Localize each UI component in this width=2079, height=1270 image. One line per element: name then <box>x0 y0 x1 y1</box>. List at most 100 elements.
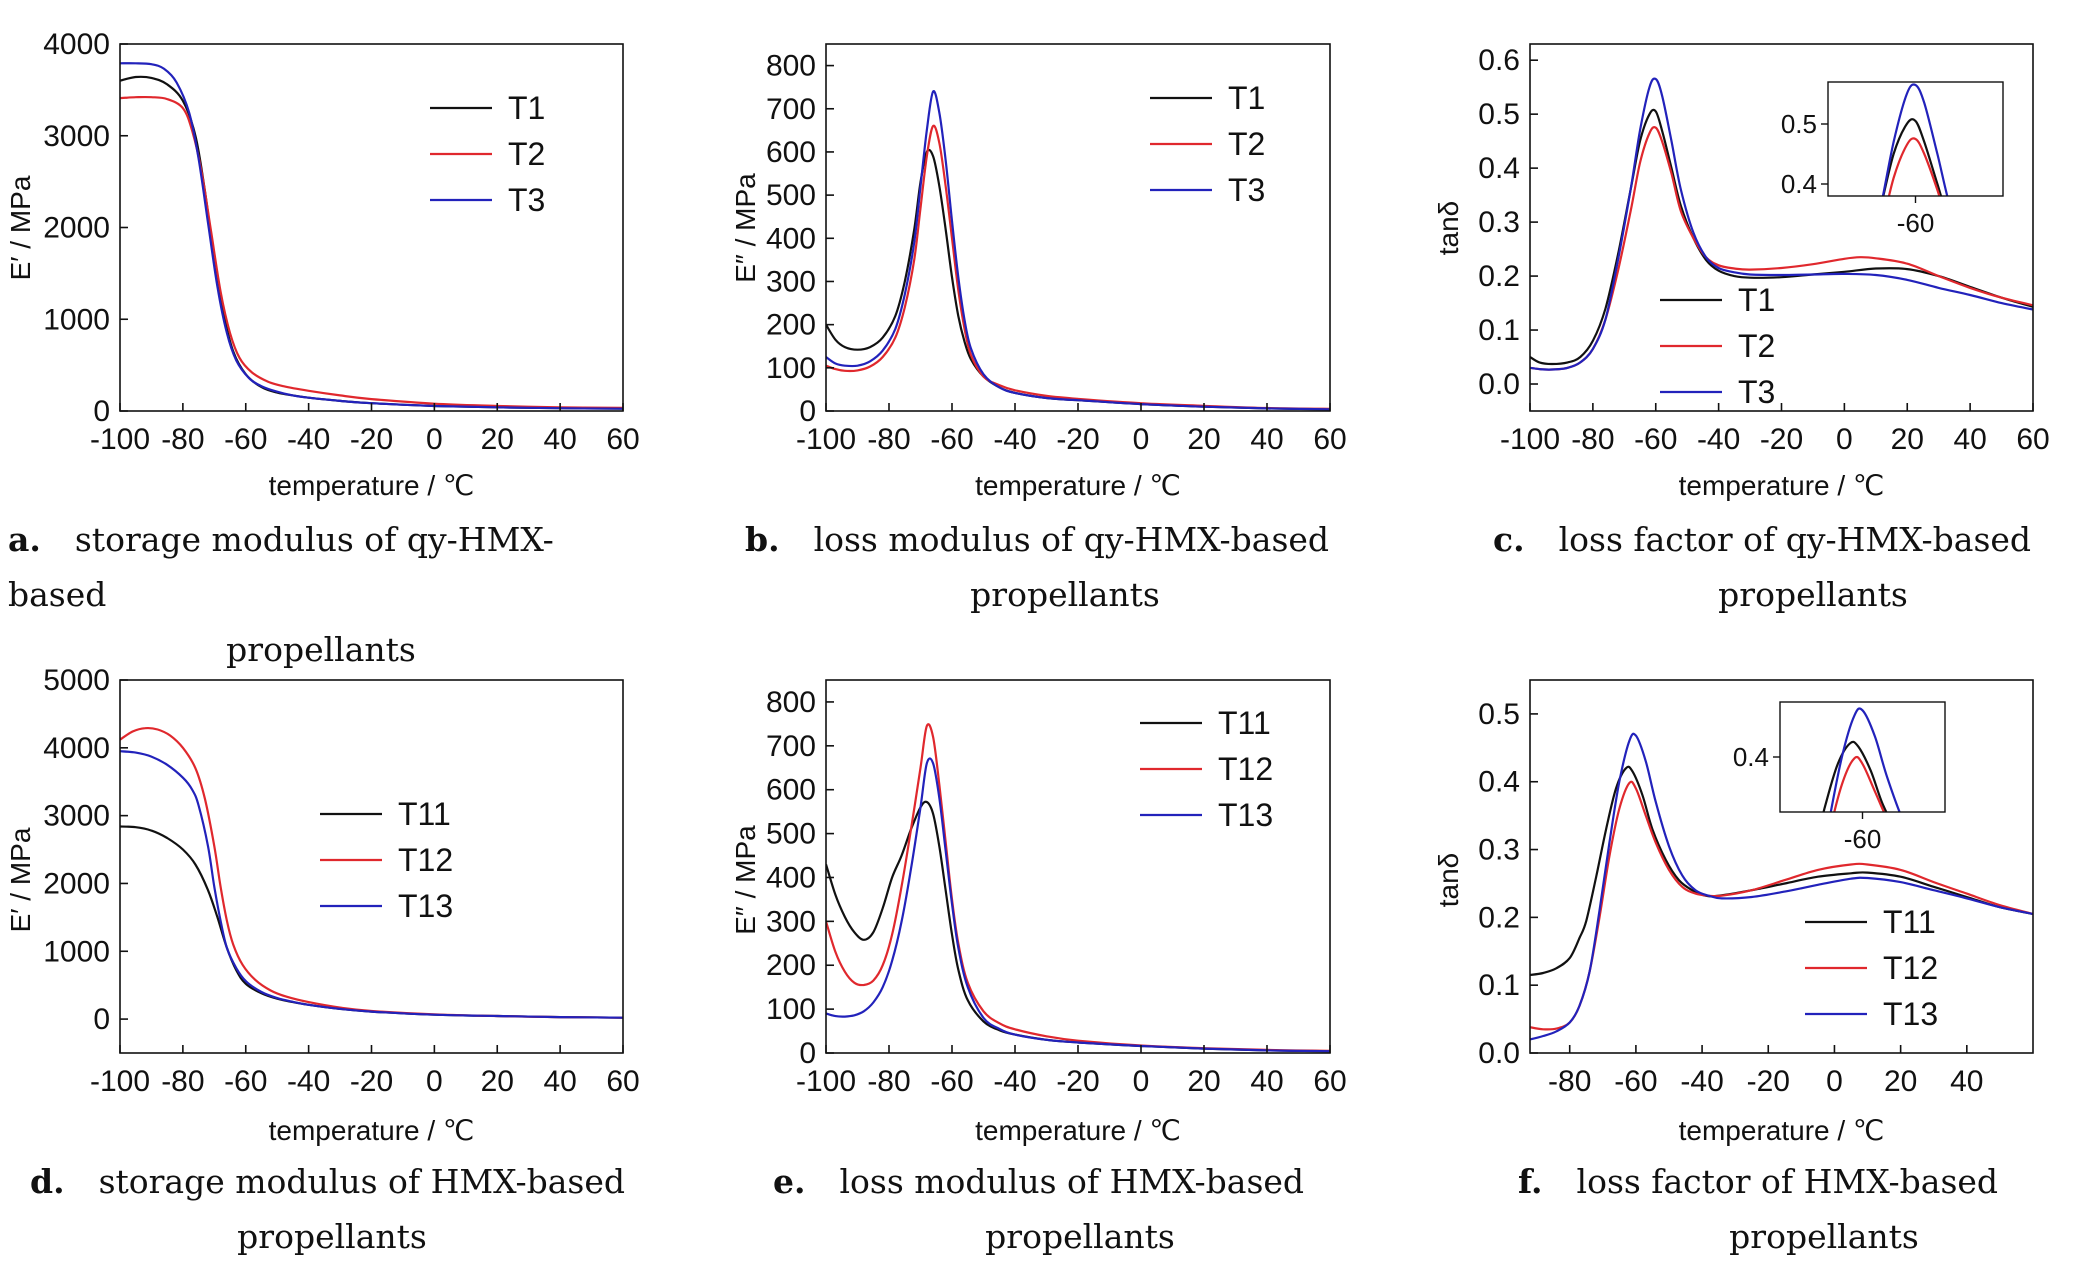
x-tick-label: 20 <box>481 423 514 456</box>
x-tick-label: -80 <box>161 1065 204 1098</box>
legend-label: T2 <box>1228 126 1265 162</box>
y-tick-label: 800 <box>766 686 816 719</box>
caption-line1: loss factor of qy-HMX-based <box>1558 520 2032 559</box>
y-tick-label: 4000 <box>43 28 110 61</box>
y-tick-label: 0.4 <box>1478 766 1520 799</box>
legend-label: T1 <box>1738 282 1775 318</box>
series-line-T2 <box>826 124 1330 410</box>
series-line-T12 <box>1530 780 2033 1031</box>
y-tick-label: 0.5 <box>1478 698 1520 731</box>
inset-chart: -60 0.4 <box>1733 701 1946 854</box>
x-tick-label: -100 <box>796 423 856 456</box>
inset-series-line-T12 <box>1833 755 1886 812</box>
x-tick-label: 40 <box>1953 423 1986 456</box>
x-tick-label: -40 <box>1697 423 1740 456</box>
y-tick-label: 100 <box>766 352 816 385</box>
inset-x-tick-label: -60 <box>1897 208 1935 238</box>
y-tick-label: 0.0 <box>1478 368 1520 401</box>
y-axis-label: E′ / MPa <box>5 175 36 280</box>
x-tick-label: -40 <box>287 1065 330 1098</box>
y-tick-label: 2000 <box>43 212 110 245</box>
inset-series-line-T1 <box>1882 118 1943 196</box>
caption-b: b. loss modulus of qy-HMX-based propellan… <box>745 512 1385 622</box>
caption-line2: propellants <box>970 575 1160 614</box>
x-tick-label: -80 <box>867 1065 910 1098</box>
x-tick-label: -80 <box>1548 1065 1591 1098</box>
y-tick-label: 0.0 <box>1478 1037 1520 1070</box>
y-tick-label: 2000 <box>43 867 110 900</box>
x-tick-label: -60 <box>930 1065 973 1098</box>
legend-label: T12 <box>398 842 453 878</box>
x-tick-label: 20 <box>1187 423 1220 456</box>
caption-f: f. loss factor of HMX-based propellants <box>1518 1154 2079 1264</box>
y-tick-label: 300 <box>766 265 816 298</box>
chart-b: -100 -80 -60 -40 -20 0 20 40 6001002003004005006… <box>730 43 1347 501</box>
x-tick-label: 0 <box>426 1065 443 1098</box>
plot-frame <box>1529 679 2034 1054</box>
caption-line1: loss factor of HMX-based <box>1576 1162 1999 1201</box>
y-tick-label: 0.2 <box>1478 901 1520 934</box>
x-axis-label: temperature / ℃ <box>975 1115 1181 1146</box>
series-line-T1 <box>1530 108 2033 366</box>
x-tick-label: 20 <box>1891 423 1924 456</box>
x-tick-label: -20 <box>1056 1065 1099 1098</box>
caption-line2: propellants <box>1729 1217 1919 1256</box>
y-tick-label: 500 <box>766 179 816 212</box>
x-tick-label: -100 <box>796 1065 856 1098</box>
y-tick-label: 0 <box>799 1037 816 1070</box>
y-tick-label: 1000 <box>43 303 110 336</box>
caption-letter: c. <box>1493 520 1525 559</box>
series-line-T12 <box>120 726 623 1019</box>
caption-c: c. loss factor of qy-HMX-based propellant… <box>1493 512 2079 622</box>
legend-label: T2 <box>1738 328 1775 364</box>
x-tick-label: -60 <box>224 423 267 456</box>
series-line-T3 <box>826 90 1330 411</box>
legend-label: T2 <box>508 136 545 172</box>
x-tick-label: -20 <box>1760 423 1803 456</box>
y-tick-label: 0.5 <box>1478 98 1520 131</box>
x-tick-label: -40 <box>1680 1065 1723 1098</box>
x-tick-label: 0 <box>1133 1065 1150 1098</box>
y-tick-label: 0 <box>93 1003 110 1036</box>
y-tick-label: 600 <box>766 774 816 807</box>
y-tick-label: 0 <box>799 395 816 428</box>
legend-label: T13 <box>1883 996 1938 1032</box>
x-tick-label: 40 <box>543 423 576 456</box>
series-line-T1 <box>120 75 623 410</box>
caption-letter: b. <box>745 520 780 559</box>
y-tick-label: 800 <box>766 50 816 83</box>
x-axis-label: temperature / ℃ <box>1679 1115 1885 1146</box>
plot-frame <box>119 43 624 412</box>
y-axis-label: tanδ <box>1433 201 1464 256</box>
x-tick-label: -40 <box>993 423 1036 456</box>
x-tick-label: -20 <box>1747 1065 1790 1098</box>
chart-e: -100 -80 -60 -40 -20 0 20 40 6001002003004005006… <box>730 679 1347 1146</box>
x-tick-label: -20 <box>350 423 393 456</box>
x-axis-label: temperature / ℃ <box>269 1115 475 1146</box>
chart-c: -100 -80 -60 -40 -20 0 20 40 60 0.0 0.1 0.2 0.3 0.4 0.… <box>1433 43 2050 501</box>
y-axis-label: E″ / MPa <box>730 825 761 935</box>
y-axis-label: E′ / MPa <box>5 827 36 932</box>
inset-background <box>1780 702 1945 812</box>
legend-label: T3 <box>1738 374 1775 410</box>
y-tick-label: 0.3 <box>1478 834 1520 867</box>
chart-a: -100 -80 -60 -40 -20 0 20 40 60 0 1000 2000 3000 4000… <box>5 28 640 501</box>
x-tick-label: 0 <box>426 423 443 456</box>
legend-label: T11 <box>398 796 451 832</box>
legend-label: T12 <box>1218 751 1273 787</box>
y-tick-label: 700 <box>766 93 816 126</box>
y-tick-label: 0.1 <box>1478 969 1520 1002</box>
x-tick-label: -60 <box>1614 1065 1657 1098</box>
caption-letter: f. <box>1518 1162 1543 1201</box>
x-tick-label: -20 <box>1056 423 1099 456</box>
legend-label: T3 <box>508 182 545 218</box>
legend-label: T11 <box>1218 705 1271 741</box>
inset-series-line-T3 <box>1881 83 1949 196</box>
x-tick-label: 60 <box>606 1065 639 1098</box>
inset-series-line-T2 <box>1887 137 1941 196</box>
series-line-T13 <box>826 757 1330 1053</box>
chart-f: -80 -60 -40 -20 0 20 40 0.0 0.1 0.2 0.3 0.4 0.5 tempe… <box>1433 679 2034 1146</box>
caption-line1: loss modulus of HMX-based <box>839 1162 1305 1201</box>
series-line-T3 <box>120 62 623 410</box>
